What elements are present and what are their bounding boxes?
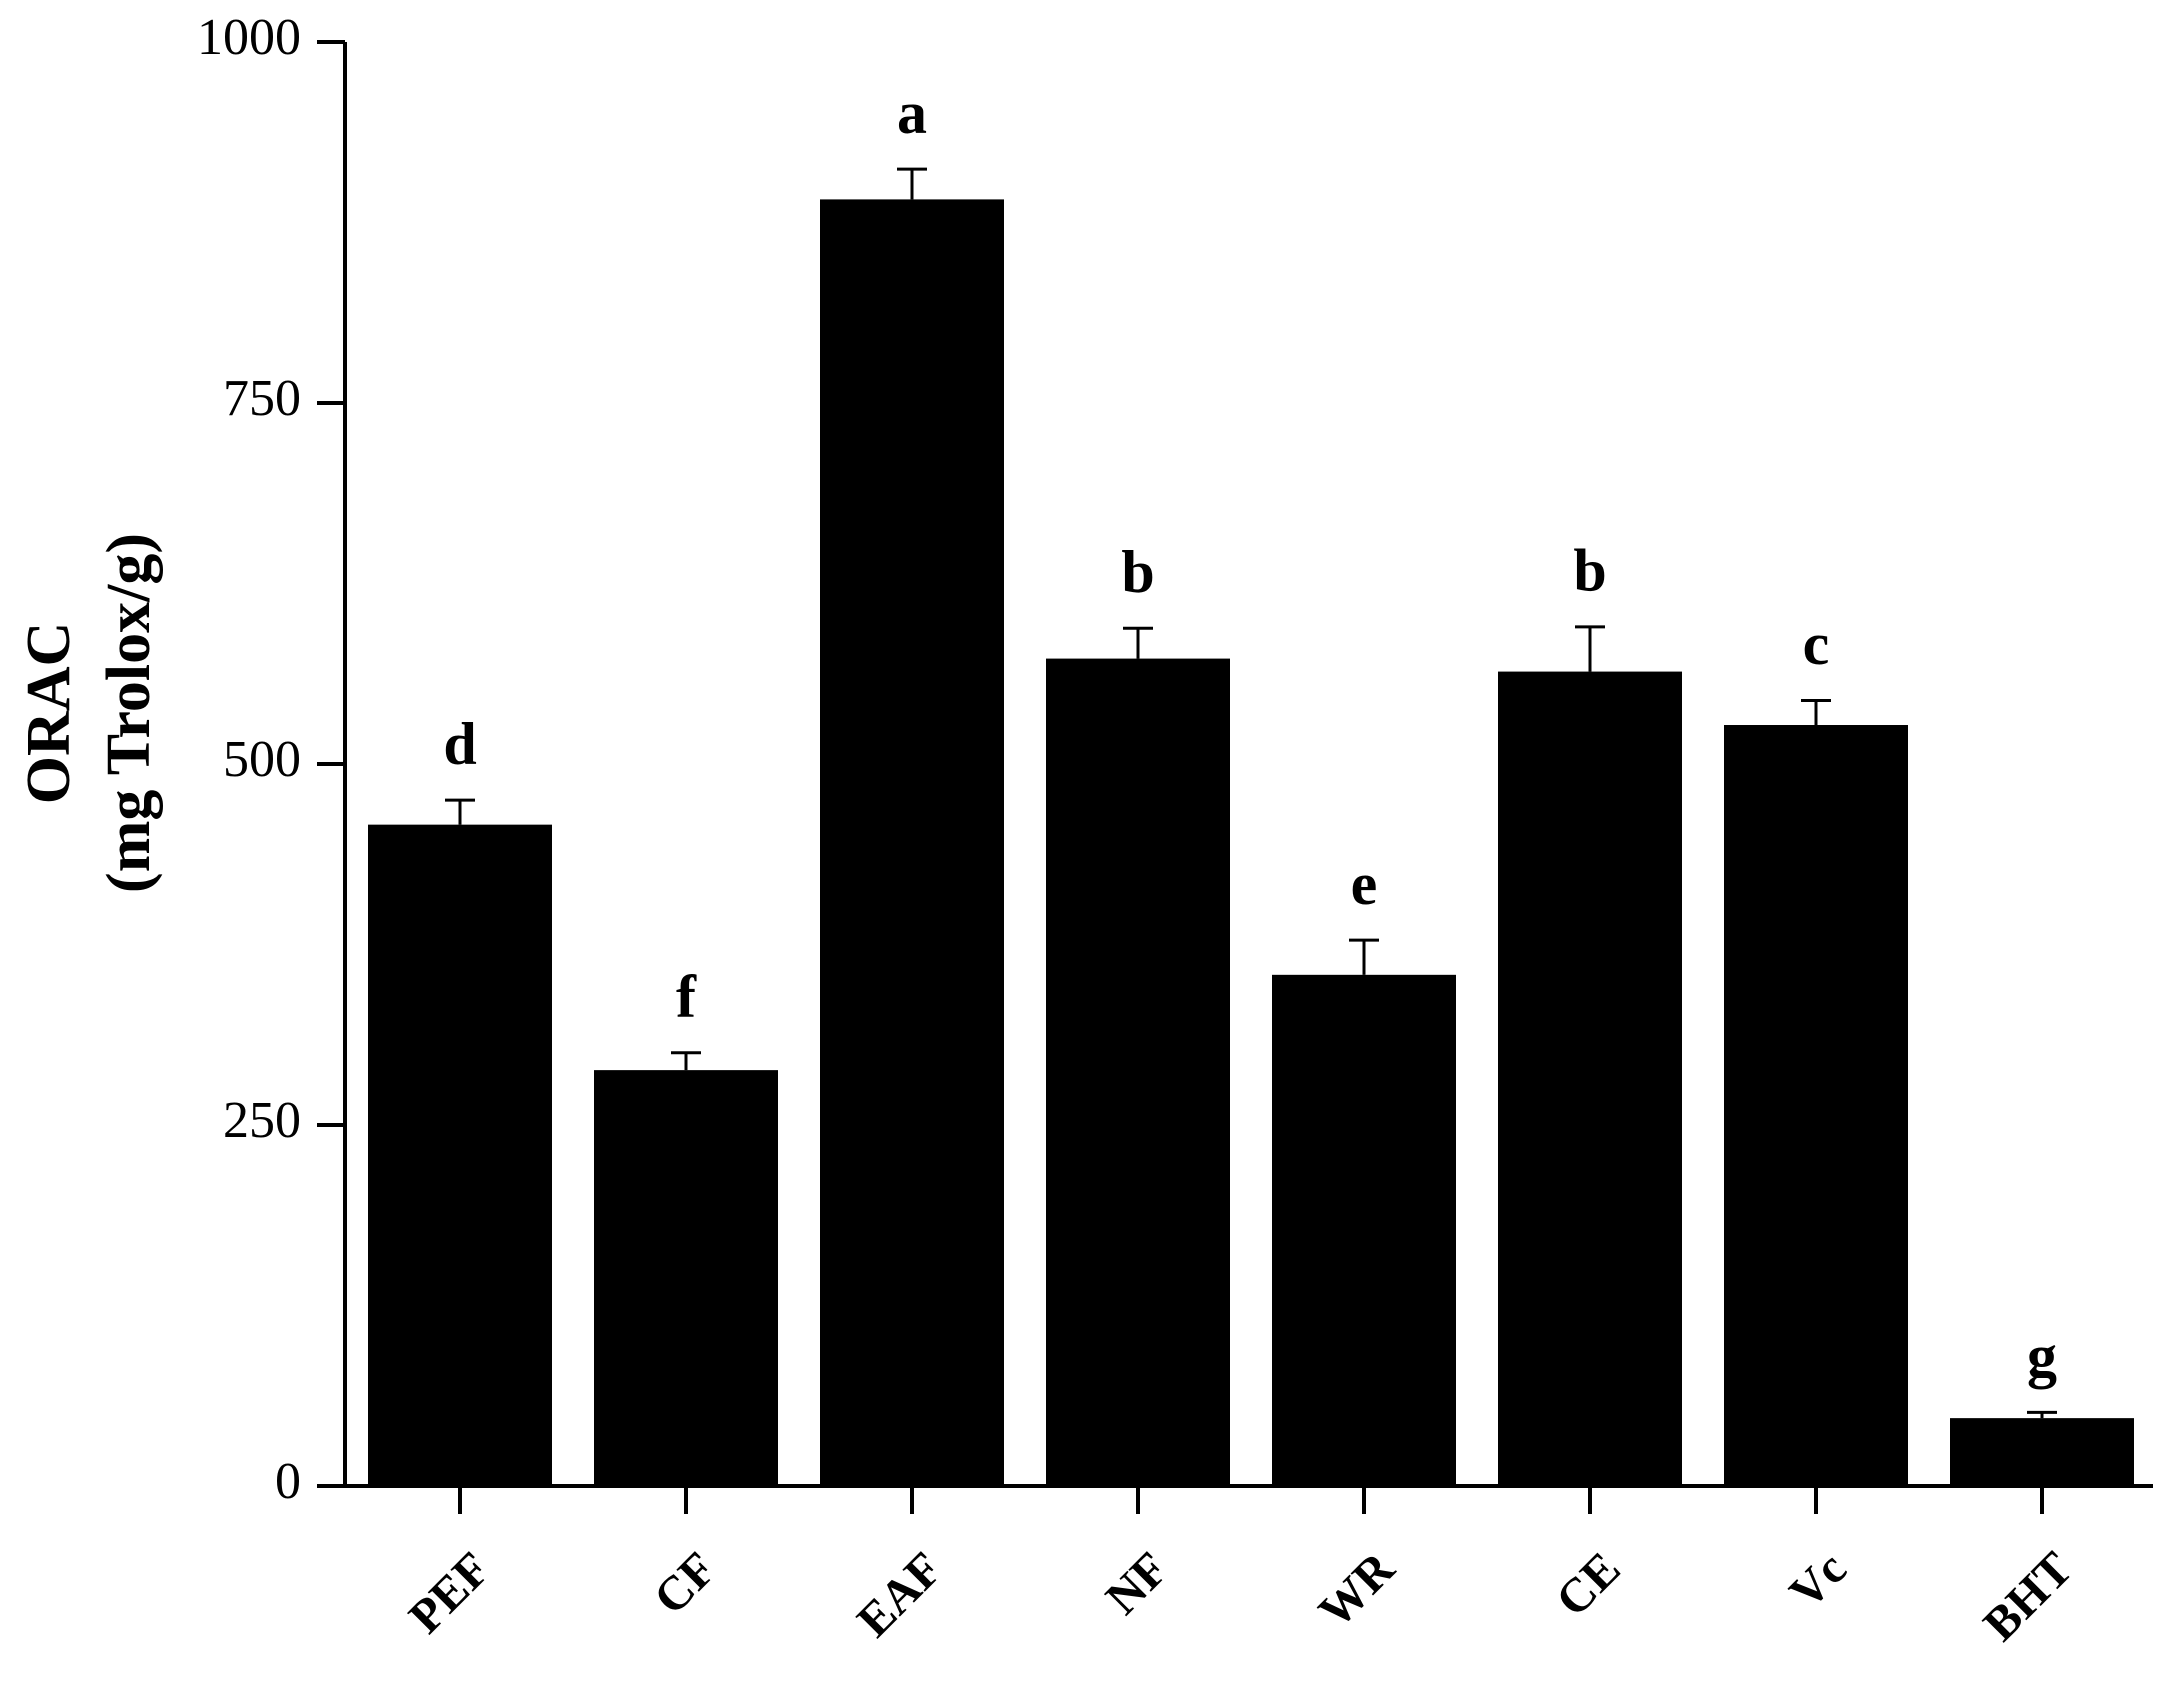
bar (368, 824, 552, 1486)
significance-letter: c (1803, 611, 1830, 677)
bar (1046, 658, 1230, 1486)
bar (1272, 974, 1456, 1486)
bar (1498, 671, 1682, 1486)
y-axis-label-line: ORAC (15, 622, 83, 805)
significance-letter: f (676, 964, 697, 1030)
y-tick-label: 750 (223, 370, 301, 427)
significance-letter: b (1121, 539, 1154, 605)
bar (1724, 725, 1908, 1486)
y-tick-label: 250 (223, 1092, 301, 1149)
significance-letter: b (1573, 538, 1606, 604)
x-tick-label: BHT (1973, 1542, 2082, 1651)
bar (820, 199, 1004, 1486)
bar (594, 1070, 778, 1486)
significance-letter: a (897, 80, 927, 146)
y-tick-label: 0 (275, 1453, 301, 1510)
x-tick-label: CF (644, 1542, 727, 1625)
x-tick-label: EAF (847, 1542, 952, 1647)
x-tick-label: Vc (1780, 1542, 1857, 1619)
y-tick-label: 1000 (197, 9, 301, 66)
x-tick-label: PEF (399, 1542, 501, 1644)
y-axis-label-line: (mg Trolox/g) (95, 533, 163, 893)
y-tick-label: 500 (223, 731, 301, 788)
x-tick-label: WR (1309, 1541, 1406, 1638)
x-tick-label: NF (1096, 1542, 1179, 1625)
y-axis-label: ORAC (mg Trolox/g) (15, 533, 163, 893)
bar (1950, 1418, 2134, 1486)
significance-letter: d (443, 711, 476, 777)
significance-letter: e (1351, 851, 1378, 917)
significance-letter: g (2027, 1323, 2057, 1389)
x-tick-label: CE (1546, 1542, 1631, 1627)
